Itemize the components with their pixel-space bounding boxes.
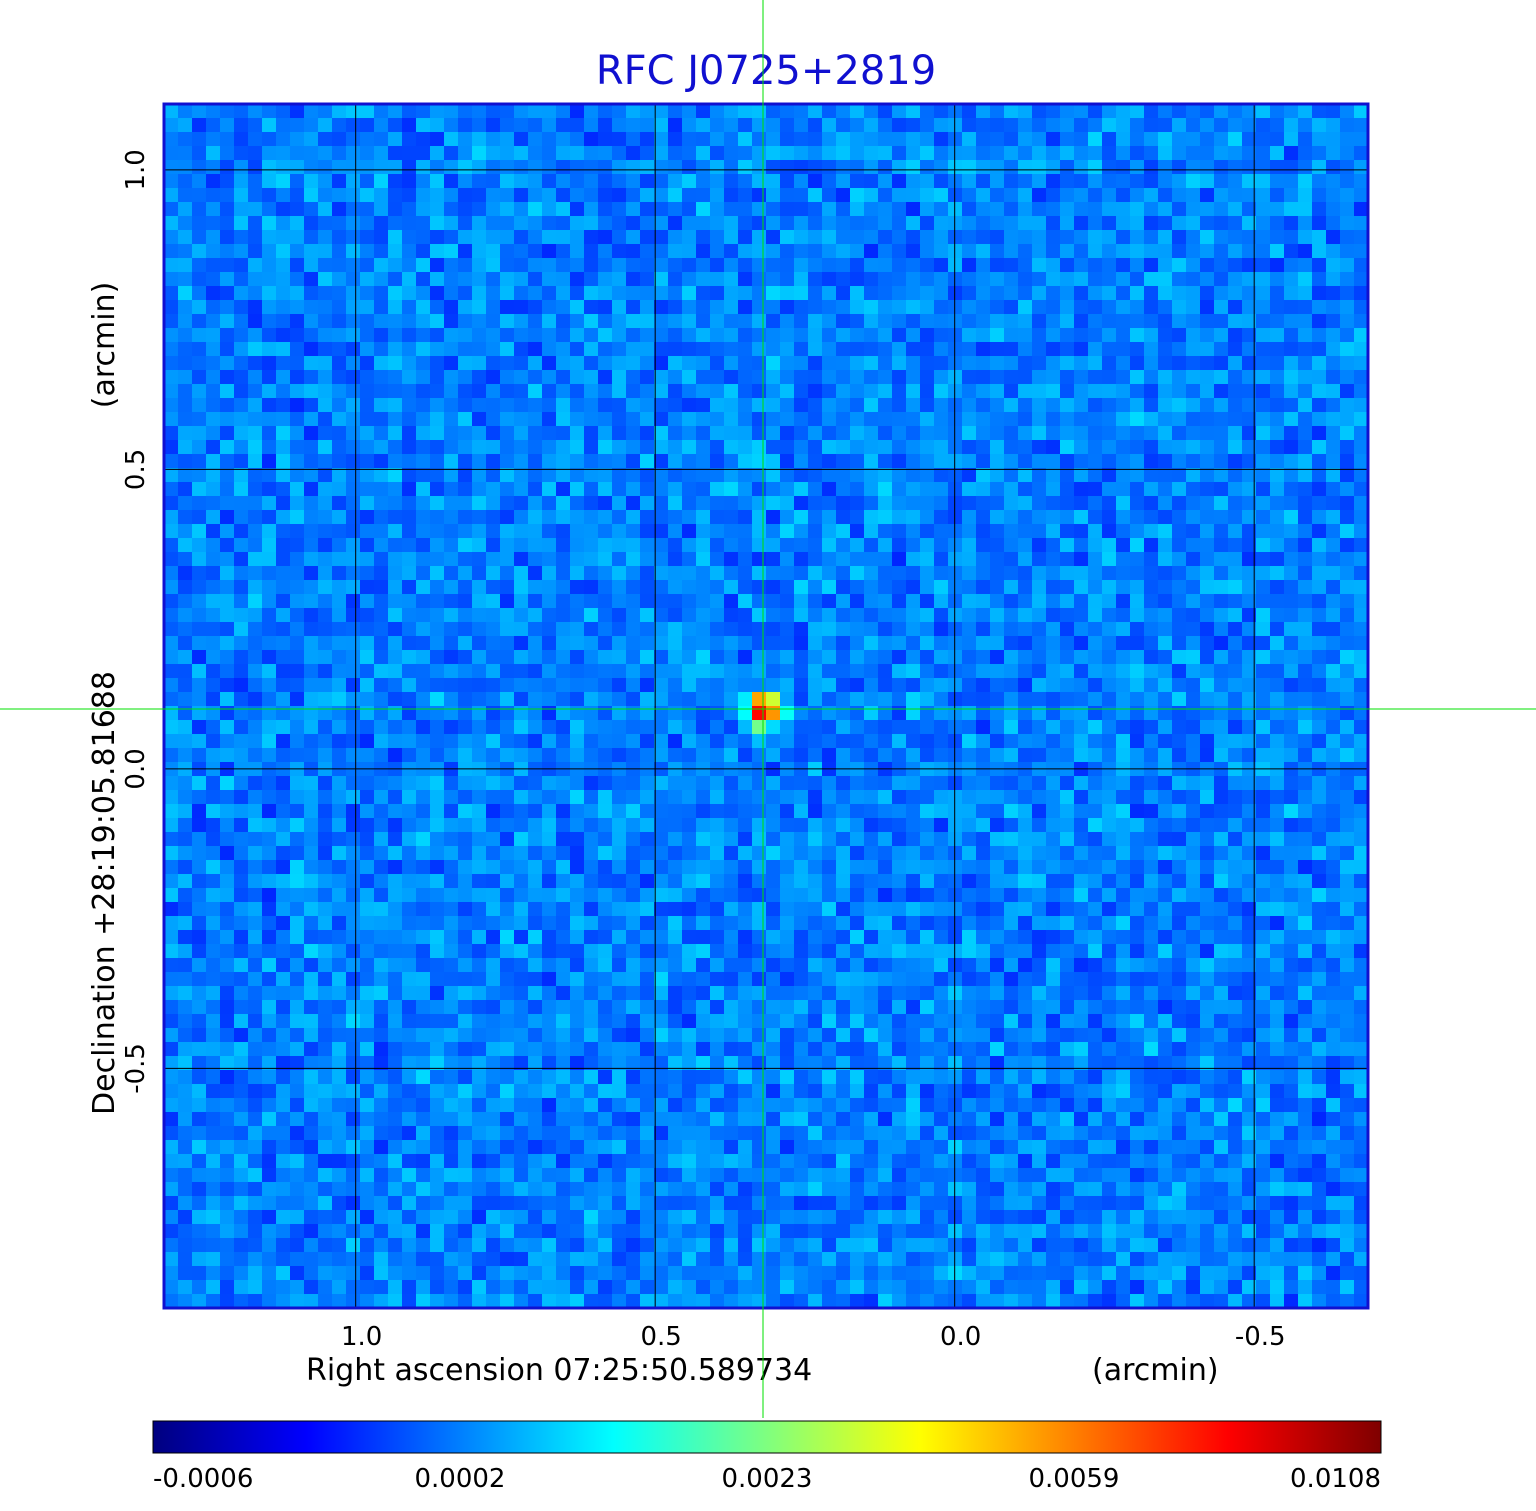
coordinate-grid (164, 104, 1368, 1308)
colorbar-tick-label: 0.0108 (1290, 1464, 1381, 1494)
y-tick-label: 0.0 (121, 748, 151, 789)
colorbar-tick-label: 0.0002 (415, 1464, 506, 1494)
heatmap-image (164, 104, 1369, 1309)
y-tick-label: 1.0 (121, 149, 151, 190)
y-tick-label: -0.5 (121, 1043, 151, 1094)
x-axis-unit: (arcmin) (1092, 1353, 1219, 1388)
x-tick-labels: 1.0 0.5 0.0 -0.5 (341, 1322, 1286, 1352)
y-axis-label: Declination +28:19:05.81688 (87, 671, 122, 1115)
colorbar-tick-label: 0.0059 (1029, 1464, 1120, 1494)
chart-title: RFC J0725+2819 (596, 48, 936, 94)
crosshair (0, 0, 1536, 1418)
x-tick-label: 0.5 (641, 1322, 682, 1352)
colorbar-tick-label: -0.0006 (153, 1464, 253, 1494)
x-axis-label: Right ascension 07:25:50.589734 (306, 1353, 812, 1388)
y-axis-unit: (arcmin) (87, 282, 122, 409)
y-tick-labels: 1.0 0.5 0.0 -0.5 (121, 149, 151, 1094)
y-tick-label: 0.5 (121, 449, 151, 490)
x-tick-label: -0.5 (1235, 1322, 1286, 1352)
x-tick-label: 1.0 (341, 1322, 382, 1352)
plot-frame (162, 102, 1370, 1310)
colorbar (152, 1420, 1382, 1454)
colorbar-tick-label: 0.0023 (722, 1464, 813, 1494)
x-tick-label: 0.0 (940, 1322, 981, 1352)
colorbar-tick-labels: -0.0006 0.0002 0.0023 0.0059 0.0108 (153, 1464, 1381, 1494)
